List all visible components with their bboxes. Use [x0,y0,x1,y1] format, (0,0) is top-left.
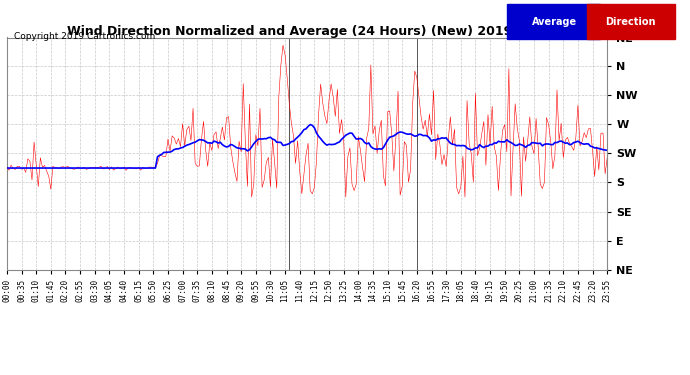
Text: Copyright 2019 Cartronics.com: Copyright 2019 Cartronics.com [14,32,155,41]
Title: Wind Direction Normalized and Average (24 Hours) (New) 20190401: Wind Direction Normalized and Average (2… [67,24,547,38]
Text: Average: Average [531,17,577,27]
Text: Direction: Direction [605,17,656,27]
